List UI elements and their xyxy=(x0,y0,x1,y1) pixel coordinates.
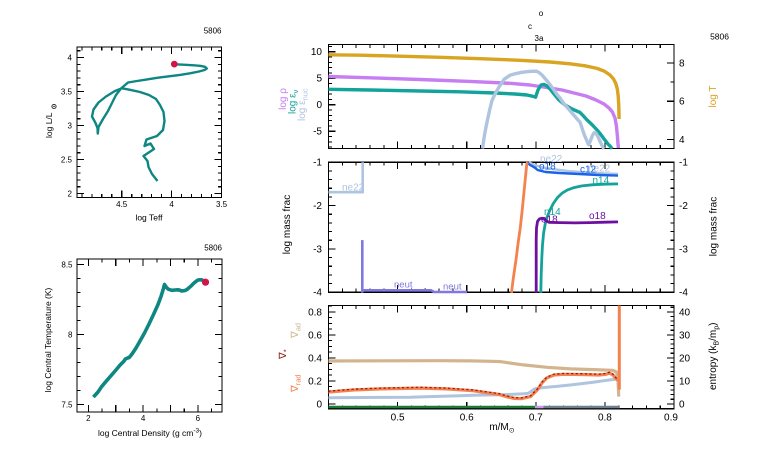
svg-text:log Central Density (g cm-3): log Central Density (g cm-3) xyxy=(98,428,202,439)
svg-text:2.5: 2.5 xyxy=(61,156,73,165)
svg-text:5806: 5806 xyxy=(204,27,222,36)
svg-text:log T: log T xyxy=(708,85,719,107)
svg-text:ne22: ne22 xyxy=(342,183,365,194)
svg-text:7.5: 7.5 xyxy=(61,401,73,410)
svg-text:neut: neut xyxy=(443,282,462,293)
svg-text:3.5: 3.5 xyxy=(216,200,228,209)
svg-text:-3: -3 xyxy=(313,244,322,255)
svg-text:log mass frac: log mass frac xyxy=(282,195,293,254)
svg-text:log ρ: log ρ xyxy=(278,88,289,110)
svg-text:5: 5 xyxy=(316,74,322,85)
svg-text:2: 2 xyxy=(68,190,73,199)
svg-text:log εnuc: log εnuc xyxy=(297,88,310,121)
svg-text:∇*: ∇* xyxy=(278,349,291,360)
svg-text:20: 20 xyxy=(679,353,691,364)
svg-text:∇rad: ∇rad xyxy=(290,374,303,393)
svg-text:3.5: 3.5 xyxy=(61,88,73,97)
svg-text:0.6: 0.6 xyxy=(460,413,474,424)
svg-text:neut: neut xyxy=(394,280,413,291)
svg-text:-1: -1 xyxy=(679,158,688,169)
svg-text:3: 3 xyxy=(68,122,73,131)
svg-text:c12: c12 xyxy=(580,165,597,176)
svg-text:-4: -4 xyxy=(679,288,688,299)
svg-text:40: 40 xyxy=(679,307,691,318)
svg-text:0: 0 xyxy=(316,100,322,111)
svg-text:4: 4 xyxy=(141,414,146,423)
svg-text:log mass frac: log mass frac xyxy=(709,197,720,256)
svg-text:4.5: 4.5 xyxy=(116,200,128,209)
svg-text:6: 6 xyxy=(196,414,201,423)
svg-text:0: 0 xyxy=(316,399,322,410)
svg-text:o18: o18 xyxy=(541,215,558,226)
svg-text:c: c xyxy=(528,22,532,31)
svg-text:0.8: 0.8 xyxy=(598,413,612,424)
svg-text:-3: -3 xyxy=(679,244,688,255)
svg-text:m/M⊙: m/M⊙ xyxy=(489,422,514,435)
svg-text:10: 10 xyxy=(311,47,323,58)
svg-text:log Central Temperature (K): log Central Temperature (K) xyxy=(43,287,53,392)
svg-text:ne22: ne22 xyxy=(540,154,563,165)
svg-text:8: 8 xyxy=(68,331,73,340)
svg-text:4: 4 xyxy=(169,200,174,209)
svg-text:5806: 5806 xyxy=(204,244,222,253)
svg-text:0.2: 0.2 xyxy=(308,376,322,387)
svg-text:8.5: 8.5 xyxy=(61,261,73,270)
svg-text:-1: -1 xyxy=(313,158,322,169)
svg-text:2: 2 xyxy=(86,414,91,423)
svg-text:4: 4 xyxy=(679,135,685,146)
svg-text:0: 0 xyxy=(679,399,685,410)
svg-text:4: 4 xyxy=(68,54,73,63)
svg-text:n14: n14 xyxy=(544,207,561,218)
svg-text:8: 8 xyxy=(679,59,685,70)
svg-text:5806: 5806 xyxy=(710,32,729,42)
svg-text:10: 10 xyxy=(679,376,691,387)
svg-text:-2: -2 xyxy=(679,201,688,212)
svg-text:log εν: log εν xyxy=(288,89,301,114)
svg-text:3a: 3a xyxy=(535,34,544,43)
svg-text:0.9: 0.9 xyxy=(664,413,678,424)
svg-text:-2: -2 xyxy=(313,201,322,212)
svg-text:n14: n14 xyxy=(593,176,610,187)
svg-text:0.7: 0.7 xyxy=(529,413,543,424)
svg-text:0.5: 0.5 xyxy=(391,413,405,424)
svg-text:30: 30 xyxy=(679,330,691,341)
svg-text:entropy (kB/mp): entropy (kB/mp) xyxy=(708,323,721,391)
svg-text:o18: o18 xyxy=(539,162,556,173)
svg-text:o18: o18 xyxy=(589,211,606,222)
svg-text:log L/L: log L/L xyxy=(44,112,54,138)
svg-text:log Teff: log Teff xyxy=(135,213,163,223)
svg-text:-4: -4 xyxy=(313,288,322,299)
svg-text:∇ad: ∇ad xyxy=(290,323,303,339)
svg-text:-5: -5 xyxy=(313,127,322,138)
svg-text:0.4: 0.4 xyxy=(308,353,322,364)
svg-text:ne22: ne22 xyxy=(588,164,611,175)
svg-text:6: 6 xyxy=(679,97,685,108)
svg-text:0.8: 0.8 xyxy=(308,307,322,318)
svg-text:o: o xyxy=(539,9,544,18)
svg-text:0.6: 0.6 xyxy=(308,330,322,341)
